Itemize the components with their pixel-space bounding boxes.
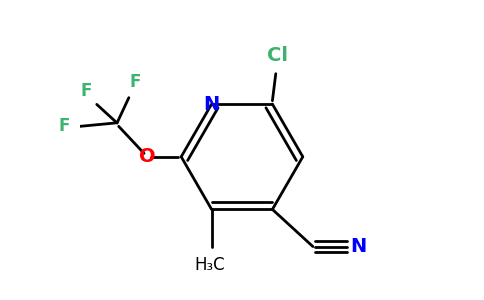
Text: N: N xyxy=(350,237,367,256)
Text: F: F xyxy=(81,82,92,100)
Text: Cl: Cl xyxy=(267,46,288,64)
Text: F: F xyxy=(130,74,141,92)
Text: F: F xyxy=(59,117,70,135)
Text: N: N xyxy=(203,94,220,114)
Text: O: O xyxy=(139,147,156,166)
Text: H₃C: H₃C xyxy=(195,256,225,274)
